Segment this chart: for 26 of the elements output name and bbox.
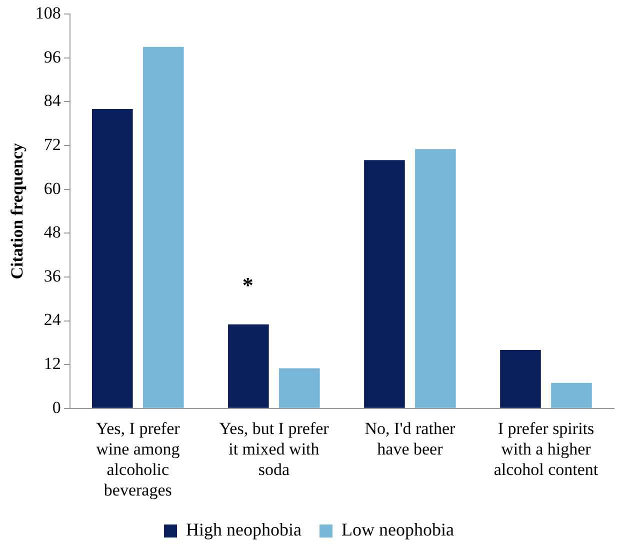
annotation: * [242, 272, 254, 298]
bar [228, 324, 269, 408]
x-tick-label: I prefer spirits with a higher alcohol content [494, 419, 598, 479]
bar [92, 108, 133, 408]
y-tick-label: 108 [35, 3, 61, 22]
y-tick-label: 0 [52, 398, 61, 417]
legend-label: High neophobia [186, 520, 302, 540]
x-tick-label: Yes, I prefer wine among alcoholic beverages [96, 419, 180, 500]
bar [415, 149, 456, 408]
y-tick-label: 24 [44, 310, 62, 330]
y-tick-label: 36 [44, 266, 61, 286]
bar [364, 160, 405, 408]
y-tick-label: 12 [44, 354, 61, 374]
x-tick-label: No, I'd rather have beer [364, 419, 456, 458]
y-tick-label: 60 [44, 178, 61, 198]
x-tick-label: Yes, but I prefer it mixed with soda [219, 419, 330, 479]
bar [500, 350, 541, 408]
y-axis-title: Citation frequency [8, 142, 27, 280]
bar [143, 46, 184, 408]
legend-label: Low neophobia [342, 520, 454, 540]
y-tick-label: 48 [44, 222, 61, 242]
bar [551, 382, 592, 408]
y-tick-label: 96 [44, 47, 61, 66]
y-tick-label: 72 [44, 134, 61, 154]
y-tick-label: 84 [44, 91, 62, 110]
bar [279, 368, 320, 408]
